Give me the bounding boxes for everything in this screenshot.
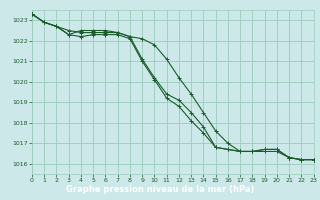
Text: Graphe pression niveau de la mer (hPa): Graphe pression niveau de la mer (hPa): [66, 186, 254, 194]
